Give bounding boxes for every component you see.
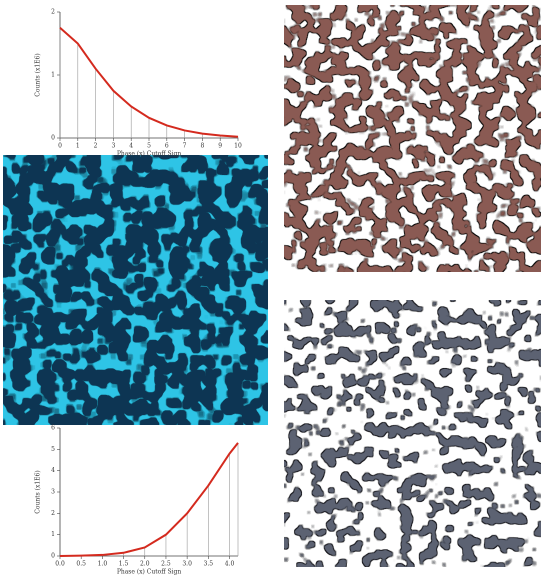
x-tick-label: 2 <box>94 143 98 150</box>
x-tick-label: 3.5 <box>204 561 214 568</box>
y-tick-label: 0 <box>51 135 55 142</box>
data-line <box>59 27 239 138</box>
x-tick-label: 4 <box>129 143 133 150</box>
x-tick-label: 4.0 <box>225 561 235 568</box>
y-tick-label: 5 <box>51 446 55 453</box>
x-tick-label: 0 <box>58 143 62 150</box>
x-tick-label: 5 <box>147 143 151 150</box>
brown-texture <box>283 4 542 273</box>
y-tick-label: 2 <box>51 510 55 517</box>
x-axis-label: Phase (x) Cutoff Sign <box>117 151 182 158</box>
y-tick-label: 0 <box>51 553 55 560</box>
y-axis-label: Counts (x1E6) <box>35 470 42 513</box>
x-tick-label: 2.5 <box>161 561 171 568</box>
x-tick-label: 0.5 <box>76 561 86 568</box>
y-axis-label: Counts (x1E6) <box>35 53 42 96</box>
x-tick-label: 1.5 <box>119 561 129 568</box>
gray-texture <box>283 299 542 568</box>
x-tick-label: 8 <box>200 143 204 150</box>
x-tick-label: 2.0 <box>140 561 150 568</box>
y-tick-label: 1 <box>51 72 55 79</box>
data-line <box>59 442 239 557</box>
x-tick-label: 6 <box>165 143 169 150</box>
x-tick-label: 9 <box>218 143 222 150</box>
x-tick-label: 3 <box>111 143 115 150</box>
y-tick-label: 1 <box>51 531 55 538</box>
x-tick-label: 1.0 <box>98 561 108 568</box>
x-tick-label: 3.0 <box>182 561 192 568</box>
y-tick-label: 3 <box>51 489 55 496</box>
x-tick-label: 7 <box>183 143 187 150</box>
x-axis-label: Phase (x) Cutoff Sign <box>117 569 182 576</box>
x-tick-label: 10 <box>234 143 242 150</box>
blue-texture <box>3 155 268 425</box>
x-tick-label: 1 <box>76 143 80 150</box>
y-tick-label: 4 <box>51 467 55 474</box>
y-tick-label: 2 <box>51 9 55 16</box>
x-tick-label: 0.0 <box>55 561 65 568</box>
y-tick-label: 6 <box>51 425 55 432</box>
